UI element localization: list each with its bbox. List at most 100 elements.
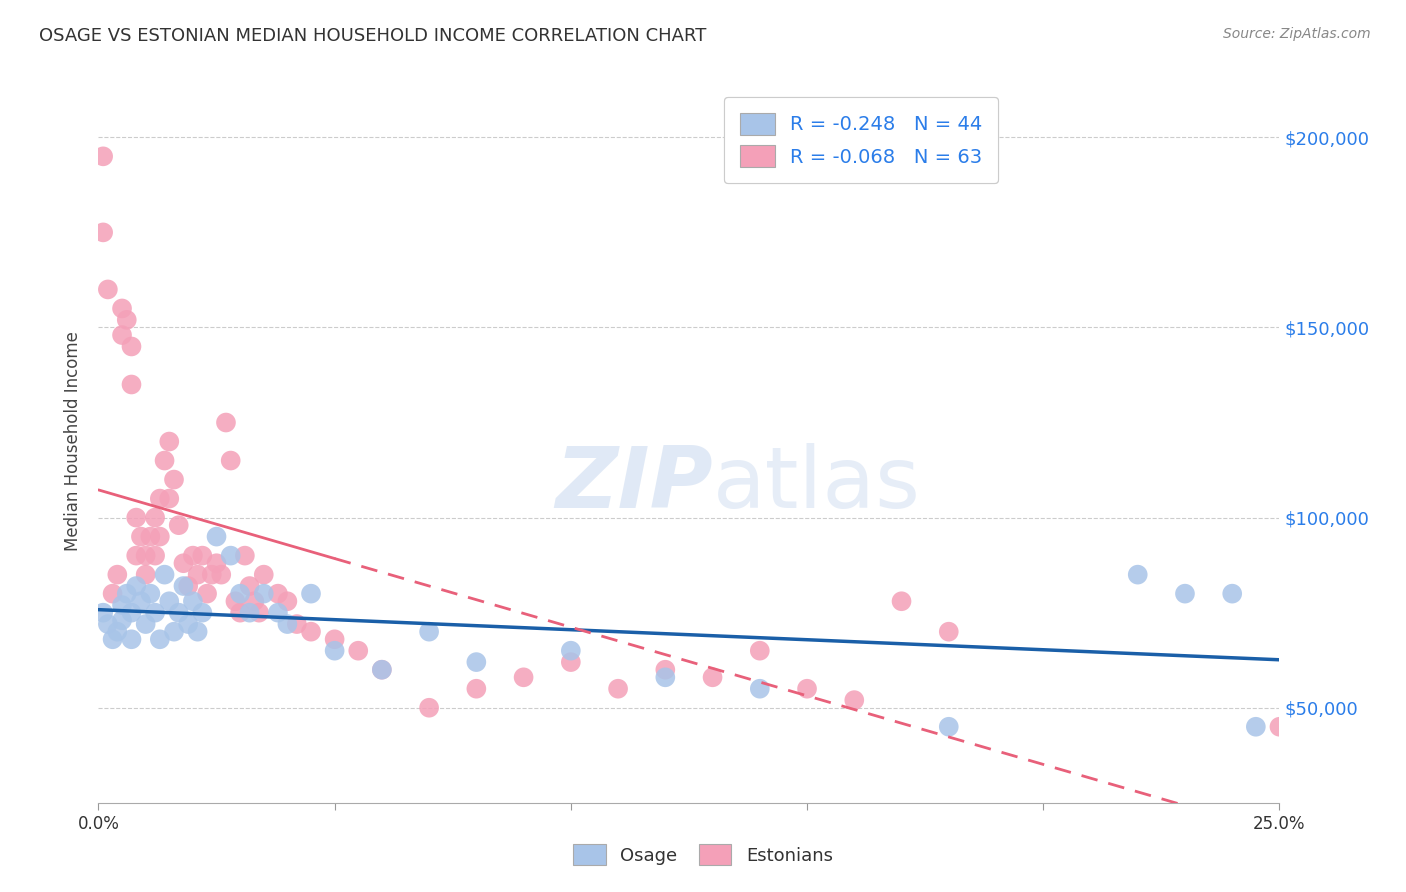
Point <box>418 624 440 639</box>
Point <box>748 681 770 696</box>
Point <box>97 282 120 296</box>
Point <box>181 549 204 563</box>
Point <box>938 624 960 639</box>
Point <box>125 549 148 563</box>
Point <box>205 556 228 570</box>
Point <box>1174 587 1197 601</box>
Point <box>201 567 224 582</box>
Text: atlas: atlas <box>713 443 921 526</box>
Point <box>267 606 290 620</box>
Point <box>654 670 676 684</box>
Point <box>844 693 866 707</box>
Point <box>181 594 204 608</box>
Point <box>105 567 128 582</box>
Point <box>219 453 242 467</box>
Point <box>111 613 134 627</box>
Point <box>157 434 180 449</box>
Point <box>702 670 724 684</box>
Point <box>748 643 770 657</box>
Point <box>418 700 440 714</box>
Point <box>187 624 209 639</box>
Point <box>125 579 148 593</box>
Point <box>1268 720 1291 734</box>
Point <box>560 655 582 669</box>
Point <box>125 510 148 524</box>
Point <box>101 632 124 647</box>
Point <box>1126 567 1149 582</box>
Point <box>157 594 180 608</box>
Point <box>91 606 114 620</box>
Point <box>323 632 346 647</box>
Point <box>890 594 912 608</box>
Text: ZIP: ZIP <box>555 443 713 526</box>
Point <box>149 632 172 647</box>
Point <box>153 453 176 467</box>
Point <box>253 587 276 601</box>
Point <box>276 594 298 608</box>
Point <box>267 587 290 601</box>
Point <box>938 720 960 734</box>
Point <box>215 416 238 430</box>
Point <box>97 617 120 632</box>
Point <box>191 606 214 620</box>
Point <box>135 617 157 632</box>
Point <box>560 643 582 657</box>
Point <box>91 149 114 163</box>
Point <box>121 339 143 353</box>
Point <box>654 663 676 677</box>
Point <box>1220 587 1243 601</box>
Point <box>111 328 134 343</box>
Point <box>276 617 298 632</box>
Point <box>139 530 162 544</box>
Point <box>129 594 152 608</box>
Point <box>512 670 534 684</box>
Point <box>111 301 134 316</box>
Point <box>157 491 180 506</box>
Point <box>101 587 124 601</box>
Point <box>299 624 322 639</box>
Point <box>121 377 143 392</box>
Point <box>465 655 488 669</box>
Point <box>229 606 252 620</box>
Point <box>177 579 200 593</box>
Point <box>371 663 394 677</box>
Point <box>239 579 262 593</box>
Text: OSAGE VS ESTONIAN MEDIAN HOUSEHOLD INCOME CORRELATION CHART: OSAGE VS ESTONIAN MEDIAN HOUSEHOLD INCOM… <box>39 27 707 45</box>
Point <box>153 567 176 582</box>
Point <box>247 606 270 620</box>
Point <box>243 594 266 608</box>
Point <box>172 579 194 593</box>
Point <box>219 549 242 563</box>
Point <box>149 491 172 506</box>
Point <box>91 226 114 240</box>
Point <box>139 587 162 601</box>
Text: Source: ZipAtlas.com: Source: ZipAtlas.com <box>1223 27 1371 41</box>
Point <box>163 624 186 639</box>
Point <box>129 530 152 544</box>
Point <box>796 681 818 696</box>
Point <box>135 567 157 582</box>
Point <box>229 587 252 601</box>
Point <box>347 643 370 657</box>
Point <box>167 606 190 620</box>
Point <box>224 594 246 608</box>
Point <box>115 313 138 327</box>
Point <box>121 632 143 647</box>
Point <box>205 530 228 544</box>
Point <box>465 681 488 696</box>
Point <box>285 617 308 632</box>
Point <box>191 549 214 563</box>
Point <box>149 530 172 544</box>
Point <box>115 587 138 601</box>
Point <box>209 567 232 582</box>
Point <box>167 518 190 533</box>
Point <box>187 567 209 582</box>
Legend: Osage, Estonians: Osage, Estonians <box>564 835 842 874</box>
Legend: R = -0.248   N = 44, R = -0.068   N = 63: R = -0.248 N = 44, R = -0.068 N = 63 <box>724 97 998 183</box>
Point <box>371 663 394 677</box>
Point <box>239 606 262 620</box>
Point <box>111 598 134 612</box>
Point <box>143 549 166 563</box>
Point <box>143 510 166 524</box>
Point <box>143 606 166 620</box>
